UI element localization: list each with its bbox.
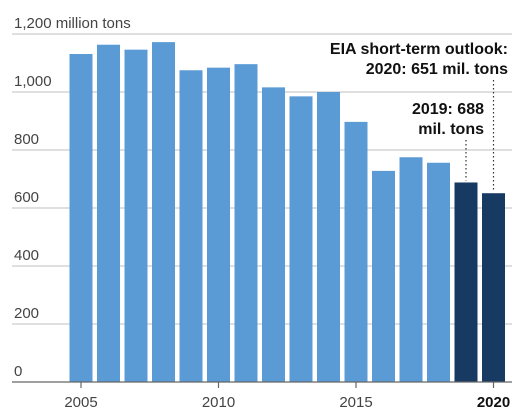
bar-2013 (289, 96, 313, 382)
y-axis-tick-labels: 0 200 400 600 800 1,000 1,200 million tons (14, 15, 131, 380)
annotations: EIA short-term outlook: 2020: 651 mil. to… (330, 41, 508, 138)
y-tick-label: 800 (14, 131, 39, 148)
bars (69, 42, 505, 383)
bar-2010 (207, 67, 230, 382)
x-tick-label: 2020 (477, 394, 510, 411)
bar-2007 (124, 49, 148, 382)
bar-2018 (427, 162, 450, 382)
y-tick-label: 1,000 (14, 73, 52, 90)
bar-2015 (344, 121, 368, 383)
y-tick-label: 0 (14, 363, 22, 380)
x-tick-label: 2005 (64, 394, 97, 411)
bar-2020 (482, 193, 505, 382)
annotation-2020-line-2: 2020: 651 mil. tons (366, 61, 508, 78)
bar-2006 (97, 44, 120, 382)
y-tick-label: 400 (14, 247, 39, 264)
bar-2017 (399, 157, 423, 382)
annotation-2019-line-1: 2019: 688 (412, 101, 484, 118)
bar-2019 (454, 182, 478, 382)
x-tick-label: 2015 (339, 394, 372, 411)
y-tick-label: 200 (14, 305, 39, 322)
bar-2008 (152, 42, 175, 383)
annotation-leaders (465, 80, 495, 192)
bar-2014 (317, 92, 340, 382)
bar-2009 (179, 70, 203, 382)
annotation-2019-line-2: mil. tons (418, 121, 484, 138)
bar-2005 (69, 54, 93, 382)
x-tick-label: 2010 (202, 394, 235, 411)
x-axis-tick-labels: 2005 2010 2015 2020 (64, 382, 510, 411)
bar-2012 (262, 87, 285, 383)
annotation-2020-line-1: EIA short-term outlook: (330, 41, 508, 58)
y-tick-label: 1,200 million tons (14, 15, 131, 32)
bar-2011 (234, 64, 258, 382)
bar-2016 (372, 170, 395, 382)
y-tick-label: 600 (14, 189, 39, 206)
